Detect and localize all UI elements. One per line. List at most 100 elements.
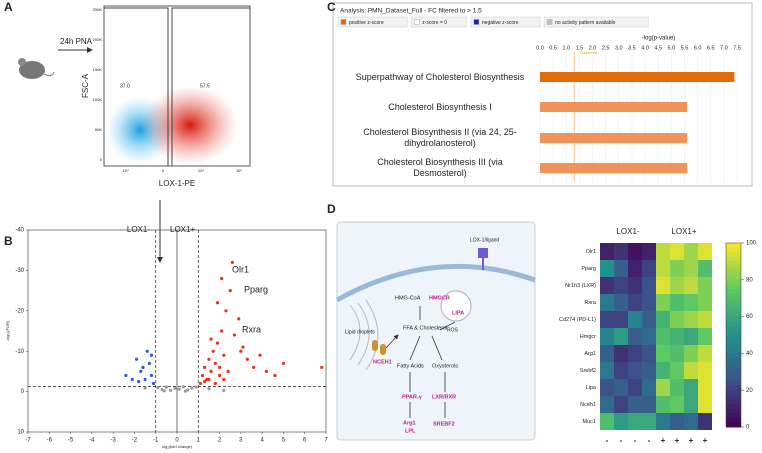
heat-cell xyxy=(614,413,628,430)
row-label: Pparg xyxy=(581,266,596,272)
flow-x-label: LOX-1-PE xyxy=(159,179,195,188)
point xyxy=(149,373,154,378)
diagram-label: Lipid droplets xyxy=(345,329,375,335)
point xyxy=(217,373,222,378)
flow-x-tick: 0 xyxy=(162,168,165,173)
row-label: Srebf2 xyxy=(580,368,596,374)
point xyxy=(124,373,128,378)
x-tick-label: 3.5 xyxy=(628,45,636,51)
er xyxy=(349,299,379,371)
heat-cell xyxy=(684,277,698,294)
heat-cell xyxy=(670,311,684,328)
colorbar-segment xyxy=(726,302,741,308)
group-label: LOX1+ xyxy=(671,227,696,236)
panel-label: D xyxy=(327,202,336,216)
colorbar-segment xyxy=(726,266,741,272)
legend-box xyxy=(410,16,468,28)
heat-cell xyxy=(614,396,628,413)
point xyxy=(151,381,156,386)
heat-cell xyxy=(670,379,684,396)
point xyxy=(220,329,224,333)
heat-cell xyxy=(670,243,684,260)
x-tick-label: 1.0 xyxy=(562,45,570,51)
flow-y-tick: 250K xyxy=(93,7,103,12)
heat-cell xyxy=(684,345,698,362)
point xyxy=(169,388,173,392)
flow-y-tick: 150K xyxy=(93,67,103,72)
legend-swatch xyxy=(546,19,553,25)
heat-cell xyxy=(600,243,614,260)
point xyxy=(258,353,262,357)
colorbar-segment xyxy=(726,275,741,281)
heat-cell xyxy=(600,294,614,311)
flow-x-tick: -10⁴ xyxy=(121,168,129,173)
colorbar-tick-label: 0 xyxy=(746,425,750,431)
heat-cell xyxy=(614,311,628,328)
point xyxy=(237,317,241,321)
legend-swatch xyxy=(414,19,420,25)
x-tick-label: -3 xyxy=(110,438,116,444)
colorbar-segment xyxy=(726,321,741,327)
row-label: Muc1 xyxy=(583,419,596,425)
heat-cell xyxy=(628,379,642,396)
colorbar-segment xyxy=(726,362,741,368)
colorbar-segment xyxy=(726,247,741,253)
point xyxy=(203,365,207,369)
diagram-label: ROS xyxy=(447,327,459,333)
heat-cell xyxy=(614,379,628,396)
column-label: + xyxy=(675,436,680,445)
point xyxy=(220,276,224,281)
point xyxy=(222,377,226,382)
flow-y-label: FSC-A xyxy=(81,73,90,98)
heat-cell xyxy=(684,328,698,345)
point xyxy=(215,341,220,345)
heat-cell xyxy=(614,294,628,311)
heat-cell xyxy=(628,328,642,345)
point xyxy=(207,387,211,391)
bar xyxy=(540,133,688,143)
x-tick-label: 5.0 xyxy=(668,45,676,51)
point xyxy=(209,369,213,373)
point xyxy=(147,361,151,365)
point xyxy=(207,357,211,361)
row-label: Nceh1 xyxy=(580,402,596,408)
colorbar-segment xyxy=(726,385,741,391)
x-tick-label: 7 xyxy=(324,438,328,444)
point xyxy=(239,349,243,353)
x-tick-label: 0.5 xyxy=(549,45,557,51)
heat-cell xyxy=(642,379,656,396)
heat-cell xyxy=(600,328,614,345)
heat-cell xyxy=(656,345,670,362)
colorbar-segment xyxy=(726,339,741,345)
bar xyxy=(540,102,688,112)
heat-cell xyxy=(642,396,656,413)
heat-cell xyxy=(600,362,614,379)
point xyxy=(145,349,149,353)
heat-cell xyxy=(656,260,670,277)
colorbar-tick-label: 20 xyxy=(746,388,753,394)
colorbar-segment xyxy=(726,298,741,304)
point xyxy=(241,345,245,349)
heat-cell xyxy=(698,311,712,328)
gate xyxy=(104,7,250,166)
panel-label: C xyxy=(327,0,336,14)
heat-cell xyxy=(684,396,698,413)
heat-cell xyxy=(698,379,712,396)
heat-cell xyxy=(698,243,712,260)
category-label: Superpathway of Cholesterol Biosynthesis xyxy=(355,71,525,82)
y-tick-label: -10 xyxy=(15,349,24,355)
colorbar-segment xyxy=(726,316,741,322)
gene-label: Pparg xyxy=(244,284,268,294)
bar xyxy=(540,163,688,173)
point xyxy=(213,381,217,386)
panel-label: A xyxy=(4,0,13,14)
colorbar-segment xyxy=(726,417,741,423)
x-tick-label: 6.0 xyxy=(694,45,702,51)
heat-cell xyxy=(656,362,670,379)
x-tick-label: 7.5 xyxy=(733,45,741,51)
heat-cell xyxy=(684,362,698,379)
heat-cell xyxy=(628,260,642,277)
y-tick-label: 0 xyxy=(21,389,25,395)
diagram-label: Oxysterols xyxy=(432,363,458,369)
legend-box xyxy=(337,16,408,28)
